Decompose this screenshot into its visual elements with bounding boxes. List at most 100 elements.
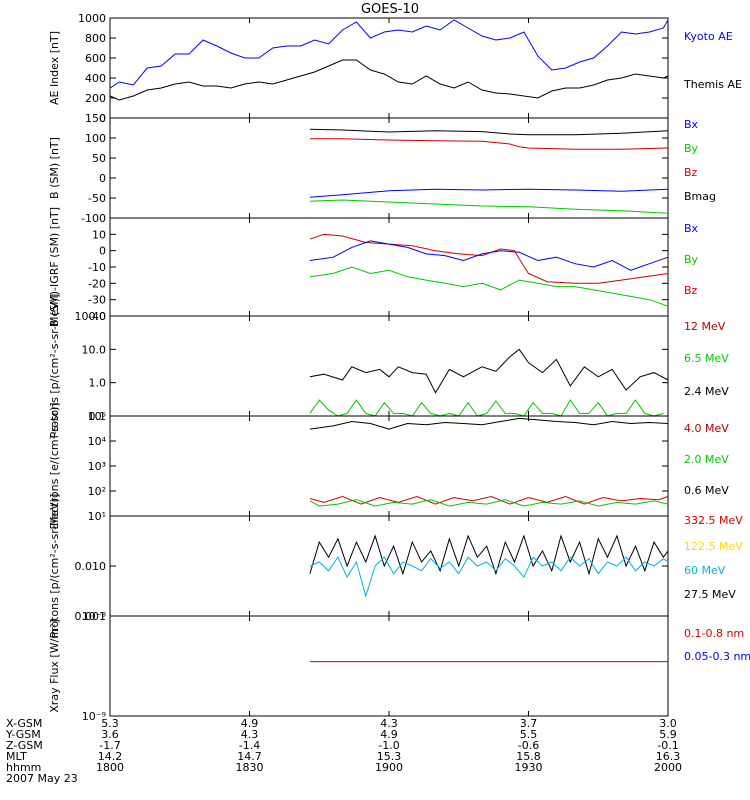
ephemeris-value: 1900 bbox=[375, 761, 403, 774]
ephemeris-value: 15.3 bbox=[377, 750, 402, 763]
panel-electrons: 10¹ 10² 10³ 10⁴ 10⁵ Electrons [e/(cm²-s-sr)] 4… bbox=[48, 402, 729, 529]
y-tick-label: 100.0 bbox=[75, 310, 107, 323]
ephemeris-value: -1.4 bbox=[239, 739, 260, 752]
ephemeris-value: 2000 bbox=[654, 761, 682, 774]
series-line-by bbox=[309, 199, 669, 214]
ephemeris-value: 4.3 bbox=[241, 728, 259, 741]
legend-entry: 0.6 MeV bbox=[684, 484, 729, 497]
series-line-bx bbox=[309, 240, 669, 271]
ephemeris-value: -1.7 bbox=[99, 739, 120, 752]
panel-ae: 0 200 400 600 800 1000 AE Index [nT] Kyoto AE Th… bbox=[48, 12, 742, 125]
y-axis-label: Protons [p/(cm²-s-sr-MeV)] bbox=[48, 294, 61, 439]
date-label: 2007 May 23 bbox=[6, 772, 78, 785]
ephemeris-value: 5.3 bbox=[101, 717, 119, 730]
ephemeris-row-label: MLT bbox=[6, 750, 27, 763]
series-line-2-0-mev bbox=[309, 499, 669, 507]
y-axis-label: Protons [p/(cm²-s-sr-MeV)] bbox=[48, 494, 61, 639]
legend-entry: Bx bbox=[684, 118, 699, 131]
ephemeris-value: 3.6 bbox=[101, 728, 119, 741]
y-tick-label: 10⁴ bbox=[88, 435, 107, 448]
y-tick-label: 10² bbox=[88, 485, 106, 498]
series-line-bmag bbox=[309, 128, 669, 136]
ephemeris-row-label: hhmm bbox=[6, 761, 41, 774]
series-line-kyoto-ae bbox=[109, 19, 669, 89]
y-axis-label: Electrons [e/(cm²-s-sr)] bbox=[48, 402, 61, 529]
series-line-bz bbox=[309, 233, 669, 284]
ephemeris-value: 1800 bbox=[96, 761, 124, 774]
ephemeris-value: 1930 bbox=[515, 761, 543, 774]
ephemeris-value: 1830 bbox=[236, 761, 264, 774]
y-tick-label: 150 bbox=[85, 112, 106, 125]
series-line-bz bbox=[309, 138, 669, 150]
y-tick-label: 0 bbox=[99, 112, 106, 125]
y-tick-label: 800 bbox=[85, 32, 106, 45]
y-tick-label: 600 bbox=[85, 52, 106, 65]
ephemeris-value: 3.7 bbox=[520, 717, 538, 730]
legend-entry: Bz bbox=[684, 284, 698, 297]
legend-entry: Bz bbox=[684, 166, 698, 179]
legend-entry: 0.05-0.3 nm bbox=[684, 650, 750, 663]
panel-protons_high: 0.001 0.010 Protons [p/(cm²-s-sr-MeV)] 332.… bbox=[48, 494, 743, 639]
series-line-2-4-mev bbox=[309, 348, 669, 394]
y-tick-label: 200 bbox=[85, 92, 106, 105]
panel-frame bbox=[109, 415, 669, 517]
ephemeris-value: 14.2 bbox=[98, 750, 123, 763]
y-axis-label: AE Index [nT] bbox=[48, 31, 61, 105]
panel-frame bbox=[109, 17, 669, 119]
panel-frame bbox=[109, 117, 669, 219]
ephemeris-value: -1.0 bbox=[378, 739, 399, 752]
y-tick-label: 0.1 bbox=[89, 410, 107, 423]
series-line-27-5-mev bbox=[309, 534, 669, 576]
series-line-6-5-mev bbox=[309, 399, 664, 417]
y-tick-label: 10⁻⁸ bbox=[82, 610, 107, 623]
legend-entry: 60 MeV bbox=[684, 564, 726, 577]
legend-entry: 12 MeV bbox=[684, 320, 726, 333]
x-axis-ephemeris: X-GSM 5.3 4.9 4.3 3.7 3.0Y-GSM 3.6 4.3 4.9 5.5 5.9… bbox=[5, 717, 682, 785]
ephemeris-value: 15.8 bbox=[516, 750, 541, 763]
ephemeris-value: 5.5 bbox=[520, 728, 538, 741]
y-tick-label: 10 bbox=[92, 228, 106, 241]
y-tick-label: 0 bbox=[99, 172, 106, 185]
series-line-by bbox=[309, 266, 669, 307]
y-tick-label: 100 bbox=[85, 132, 106, 145]
legend-entry: Kyoto AE bbox=[684, 30, 733, 43]
series-line-bx bbox=[309, 188, 669, 198]
y-tick-label: 1000 bbox=[78, 12, 106, 25]
ephemeris-value: -0.6 bbox=[518, 739, 539, 752]
ephemeris-value: 4.3 bbox=[380, 717, 398, 730]
y-axis-label: Xray Flux [W/m²] bbox=[48, 619, 61, 712]
y-tick-label: -20 bbox=[88, 277, 106, 290]
legend-entry: Bx bbox=[684, 222, 699, 235]
legend-entry: 0.1-0.8 nm bbox=[684, 627, 744, 640]
ephemeris-value: 5.9 bbox=[659, 728, 677, 741]
chart-title: GOES-10 bbox=[361, 2, 419, 17]
y-axis-label: B (SM)-IGRF (SM) [nT] bbox=[48, 207, 61, 327]
panel-xray: 10⁻⁹ 10⁻⁸ Xray Flux [W/m²] 0.1-0.8 nm 0.05-0… bbox=[48, 610, 750, 723]
y-tick-label: 400 bbox=[85, 72, 106, 85]
panel-bsm: -100 -50 0 50 100 150 B (SM) [nT] Bx By Bz Bmag bbox=[48, 112, 716, 225]
ephemeris-value: 3.0 bbox=[659, 717, 677, 730]
legend-entry: Themis AE bbox=[683, 78, 742, 91]
y-tick-label: 1.0 bbox=[89, 377, 107, 390]
legend-entry: 6.5 MeV bbox=[684, 352, 729, 365]
ephemeris-row-label: Z-GSM bbox=[6, 739, 43, 752]
ephemeris-value: 4.9 bbox=[380, 728, 398, 741]
legend-entry: By bbox=[684, 253, 699, 266]
ephemeris-row-label: Y-GSM bbox=[5, 728, 41, 741]
y-tick-label: 0.010 bbox=[75, 560, 107, 573]
y-axis-label: B (SM) [nT] bbox=[48, 137, 61, 199]
y-tick-label: 50 bbox=[92, 152, 106, 165]
legend-entry: 332.5 MeV bbox=[684, 514, 743, 527]
y-tick-label: 0 bbox=[99, 245, 106, 258]
y-tick-label: 10⁵ bbox=[88, 410, 106, 423]
y-tick-label: -10 bbox=[88, 261, 106, 274]
series-line-themis-ae bbox=[109, 59, 669, 101]
series-line-0-6-mev bbox=[309, 417, 669, 430]
y-tick-label: 10³ bbox=[88, 460, 106, 473]
ephemeris-value: 14.7 bbox=[237, 750, 262, 763]
y-tick-label: -40 bbox=[88, 310, 106, 323]
y-tick-label: 0.001 bbox=[75, 610, 107, 623]
